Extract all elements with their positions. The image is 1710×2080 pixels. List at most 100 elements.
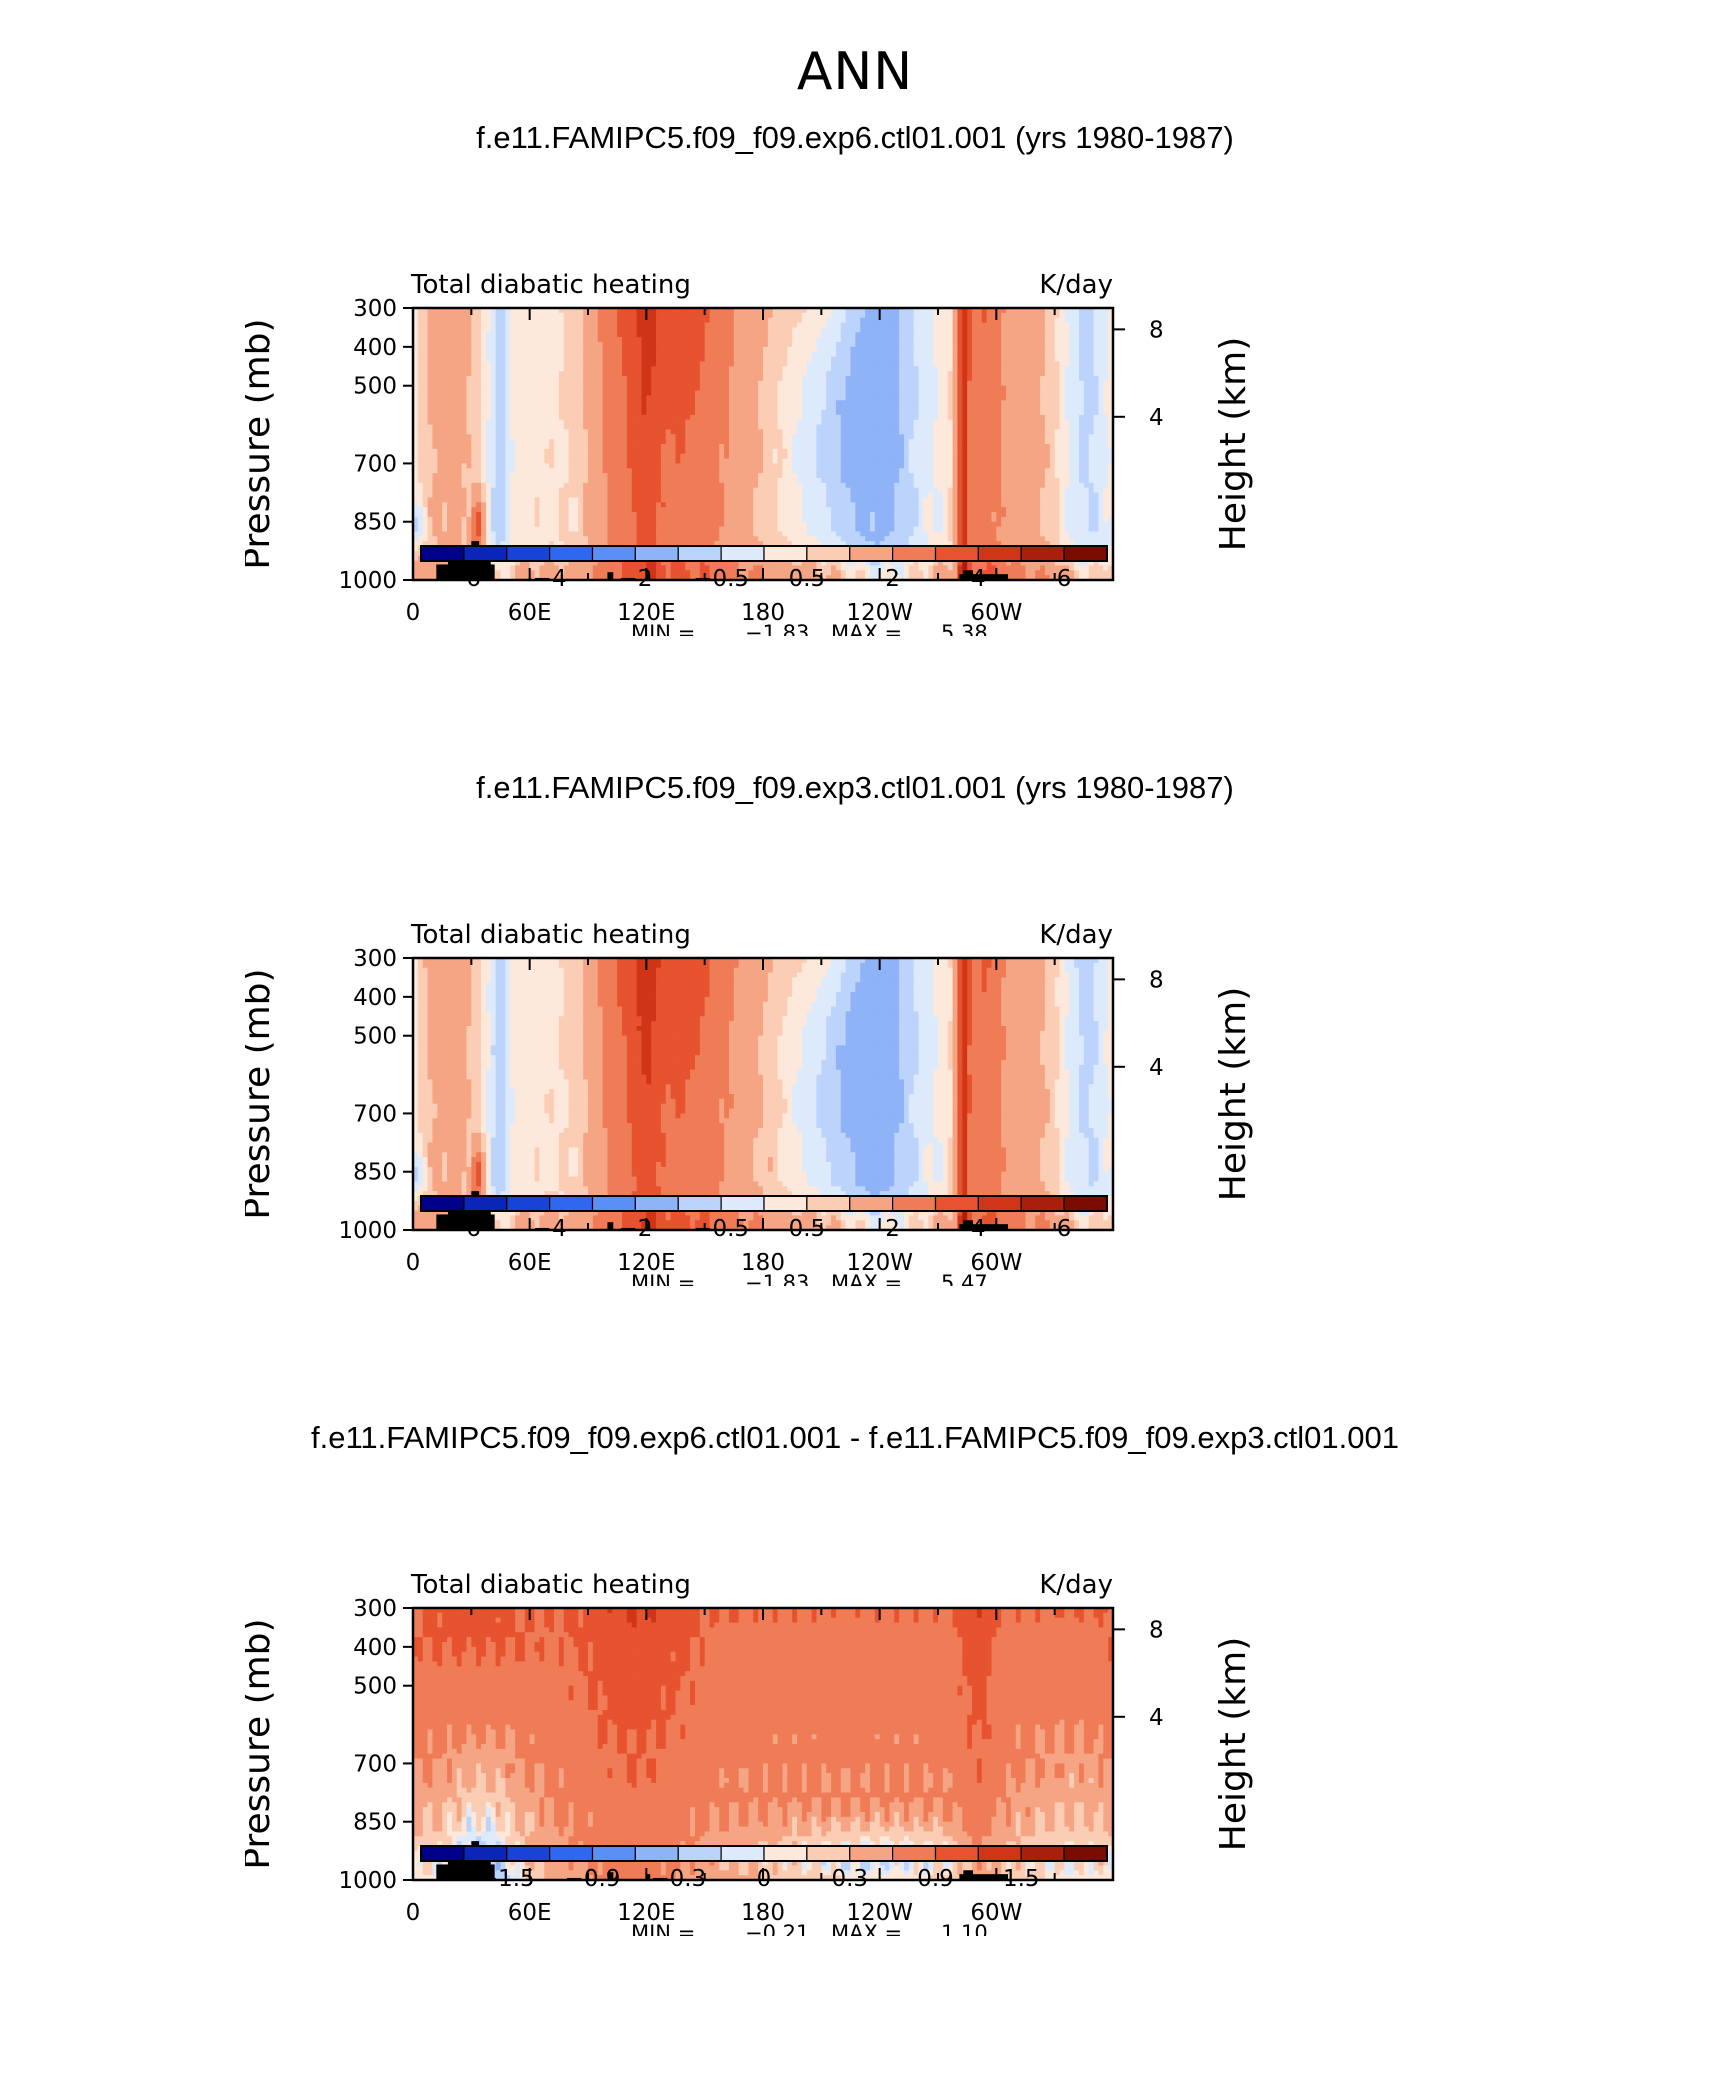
heatmap-cell [442, 308, 448, 314]
heatmap-cell [583, 356, 589, 363]
heatmap-cell [869, 376, 876, 382]
heatmap-cell [1059, 317, 1065, 324]
heatmap-cell [1108, 317, 1114, 324]
heatmap-cell [1054, 337, 1061, 343]
heatmap-cell [719, 448, 725, 455]
heatmap-cell [1103, 308, 1109, 314]
heatmap-cell [913, 322, 920, 329]
heatmap-cell [578, 463, 584, 469]
heatmap-cell [753, 400, 759, 406]
heatmap-cell [753, 327, 759, 333]
heatmap-cell [763, 361, 769, 367]
heatmap-cell [617, 410, 623, 416]
heatmap-cell [957, 458, 963, 465]
heatmap-cell [869, 439, 876, 445]
heatmap-cell [801, 317, 808, 324]
heatmap-cell [865, 366, 871, 372]
heatmap-cell [1010, 346, 1017, 353]
heatmap-cell [646, 346, 652, 353]
heatmap-cell [670, 410, 677, 416]
heatmap-cell [631, 351, 638, 358]
heatmap-cell [519, 312, 526, 319]
heatmap-cell [670, 337, 677, 343]
heatmap-cell [636, 453, 643, 460]
heatmap-cell [442, 317, 448, 324]
heatmap-cell [962, 400, 968, 406]
heatmap-cell [753, 346, 759, 353]
heatmap-cell [1035, 410, 1041, 416]
heatmap-cell [821, 429, 827, 435]
heatmap-cell [840, 434, 847, 440]
heatmap-cell [869, 308, 876, 314]
heatmap-cell [568, 337, 575, 343]
heatmap-cell [763, 424, 769, 431]
heatmap-cell [665, 463, 672, 469]
heatmap-cell [884, 371, 890, 377]
heatmap-cell [471, 410, 477, 416]
heatmap-cell [461, 448, 468, 455]
heatmap-cell [1001, 439, 1007, 445]
heatmap-cell [510, 444, 516, 450]
heatmap-cell [427, 424, 434, 431]
heatmap-cell [495, 371, 502, 377]
heatmap-cell [631, 473, 638, 479]
heatmap-cell [738, 400, 745, 406]
heatmap-cell [451, 342, 458, 348]
heatmap-cell [1049, 371, 1056, 377]
heatmap-cell [981, 366, 988, 372]
heatmap-cell [884, 400, 890, 406]
heatmap-cell [529, 414, 536, 421]
heatmap-cell [835, 385, 842, 392]
heatmap-cell [685, 390, 691, 397]
heatmap-cell [1064, 346, 1070, 353]
heatmap-cell [495, 463, 502, 469]
heatmap-cell [490, 444, 497, 450]
heatmap-cell [860, 342, 866, 348]
heatmap-cell [588, 337, 594, 343]
heatmap-cell [476, 463, 482, 469]
heatmap-cell [534, 458, 540, 465]
heatmap-cell [612, 439, 618, 445]
heatmap-cell [1049, 322, 1056, 329]
heatmap-cell [1035, 424, 1041, 431]
heatmap-cell [1078, 376, 1085, 382]
heatmap-cell [952, 385, 959, 392]
heatmap-cell [821, 434, 827, 440]
heatmap-cell [1069, 400, 1075, 406]
heatmap-cell [476, 322, 482, 329]
heatmap-cell [558, 410, 565, 416]
heatmap-cell [714, 371, 720, 377]
heatmap-cell [787, 346, 793, 353]
heatmap-cell [991, 322, 997, 329]
heatmap-cell [534, 332, 540, 338]
heatmap-cell [529, 332, 536, 338]
heatmap-cell [972, 361, 978, 367]
heatmap-cell [709, 410, 715, 416]
heatmap-cell [617, 376, 623, 382]
heatmap-cell [490, 405, 497, 411]
heatmap-cell [1064, 424, 1070, 431]
heatmap-cell [447, 317, 453, 324]
heatmap-cell [519, 405, 526, 411]
heatmap-cell [612, 361, 618, 367]
heatmap-cell [1059, 312, 1065, 319]
heatmap-cell [485, 405, 492, 411]
heatmap-cell [583, 351, 589, 358]
heatmap-cell [660, 468, 667, 474]
heatmap-cell [938, 366, 944, 372]
heatmap-cell [568, 448, 575, 455]
heatmap-cell [515, 439, 521, 445]
heatmap-cell [665, 414, 672, 421]
heatmap-cell [476, 327, 482, 333]
heatmap-cell [495, 380, 502, 387]
heatmap-cell [1103, 419, 1109, 426]
heatmap-cell [432, 380, 438, 387]
heatmap-cell [631, 380, 638, 387]
heatmap-cell [1006, 400, 1012, 406]
heatmap-cell [1006, 453, 1012, 460]
heatmap-cell [558, 439, 565, 445]
heatmap-cell [753, 395, 759, 401]
heatmap-cell [777, 371, 784, 377]
heatmap-cell [461, 380, 468, 387]
heatmap-cell [733, 346, 740, 353]
